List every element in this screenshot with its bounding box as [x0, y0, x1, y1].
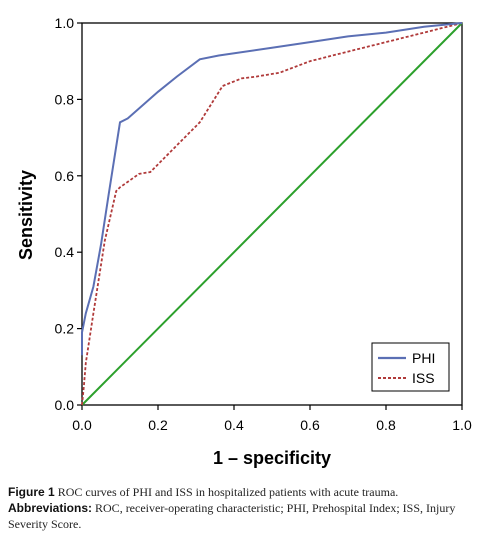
legend-label-iss: ISS [412, 370, 435, 386]
x-tick-label: 0.8 [376, 417, 396, 433]
legend-label-phi: PHI [412, 350, 435, 366]
abbreviations-line: Abbreviations: ROC, receiver-operating c… [8, 500, 482, 532]
abbreviations-label: Abbreviations: [8, 501, 93, 515]
x-tick-label: 0.0 [72, 417, 92, 433]
x-tick-label: 0.4 [224, 417, 244, 433]
plot-frame [81, 22, 463, 406]
y-tick-label: 1.0 [55, 15, 75, 31]
x-tick-label: 0.2 [148, 417, 168, 433]
y-tick-label: 0.2 [55, 321, 75, 337]
y-tick-label: 0.6 [55, 168, 75, 184]
reference-diagonal-line [81, 22, 463, 406]
legend-box [371, 342, 450, 392]
figure-caption-line: Figure 1 ROC curves of PHI and ISS in ho… [8, 484, 482, 500]
x-axis-title: 1 – specificity [213, 448, 331, 468]
figure-label: Figure 1 [8, 485, 55, 499]
x-tick-label: 1.0 [452, 417, 472, 433]
abbreviations-text: ROC, receiver-operating characteristic; … [8, 501, 456, 531]
figure-caption: Figure 1 ROC curves of PHI and ISS in ho… [8, 484, 482, 532]
y-tick-label: 0.8 [55, 91, 75, 107]
series-line-phi [81, 22, 463, 356]
y-tick-label: 0.0 [55, 397, 75, 413]
figure-text: ROC curves of PHI and ISS in hospitalize… [54, 485, 399, 499]
roc-chart: 0.0 0.2 0.4 0.6 0.8 1.0 0.0 0.2 0.4 0.6 0.8 1.0 PHI I… [16, 15, 472, 468]
y-axis-title: Sensitivity [16, 170, 36, 260]
x-tick-label: 0.6 [300, 417, 320, 433]
series-line-iss [81, 22, 463, 406]
y-tick-label: 0.4 [55, 244, 75, 260]
